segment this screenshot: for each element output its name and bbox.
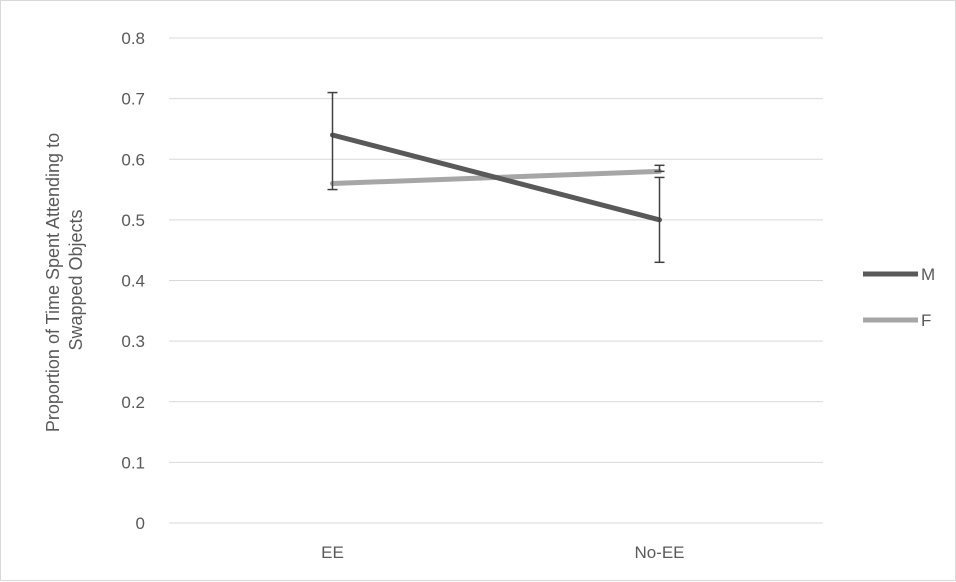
y-axis-title: Proportion of Time Spent Attending to Sw… xyxy=(43,128,86,432)
y-tick-label: 0.2 xyxy=(121,393,145,412)
y-tick-label: 0.3 xyxy=(121,332,145,351)
y-tick-label: 0.1 xyxy=(121,453,145,472)
legend: MF xyxy=(863,265,935,330)
y-tick-label: 0.4 xyxy=(121,272,145,291)
x-tick-label: No-EE xyxy=(634,543,684,562)
y-tick-label: 0.5 xyxy=(121,211,145,230)
y-tick-label: 0 xyxy=(136,514,145,533)
series-lines xyxy=(330,132,662,223)
legend-label-m: M xyxy=(921,265,935,284)
y-tick-label: 0.6 xyxy=(121,150,145,169)
y-axis-title-line-2: Swapped Objects xyxy=(66,209,86,350)
gridlines xyxy=(169,37,823,524)
series-line-m xyxy=(330,132,662,223)
legend-label-f: F xyxy=(921,311,931,330)
error-bars xyxy=(327,91,665,264)
y-tick-label: 0.7 xyxy=(121,90,145,109)
y-axis-title-line-1: Proportion of Time Spent Attending to xyxy=(43,133,63,432)
y-tick-label: 0.8 xyxy=(121,29,145,48)
x-tick-label: EE xyxy=(321,543,344,562)
y-tick-labels: 0 0.1 0.2 0.3 0.4 0.5 0.6 0.7 0.8 xyxy=(121,29,145,533)
x-tick-labels: EE No-EE xyxy=(321,543,684,562)
